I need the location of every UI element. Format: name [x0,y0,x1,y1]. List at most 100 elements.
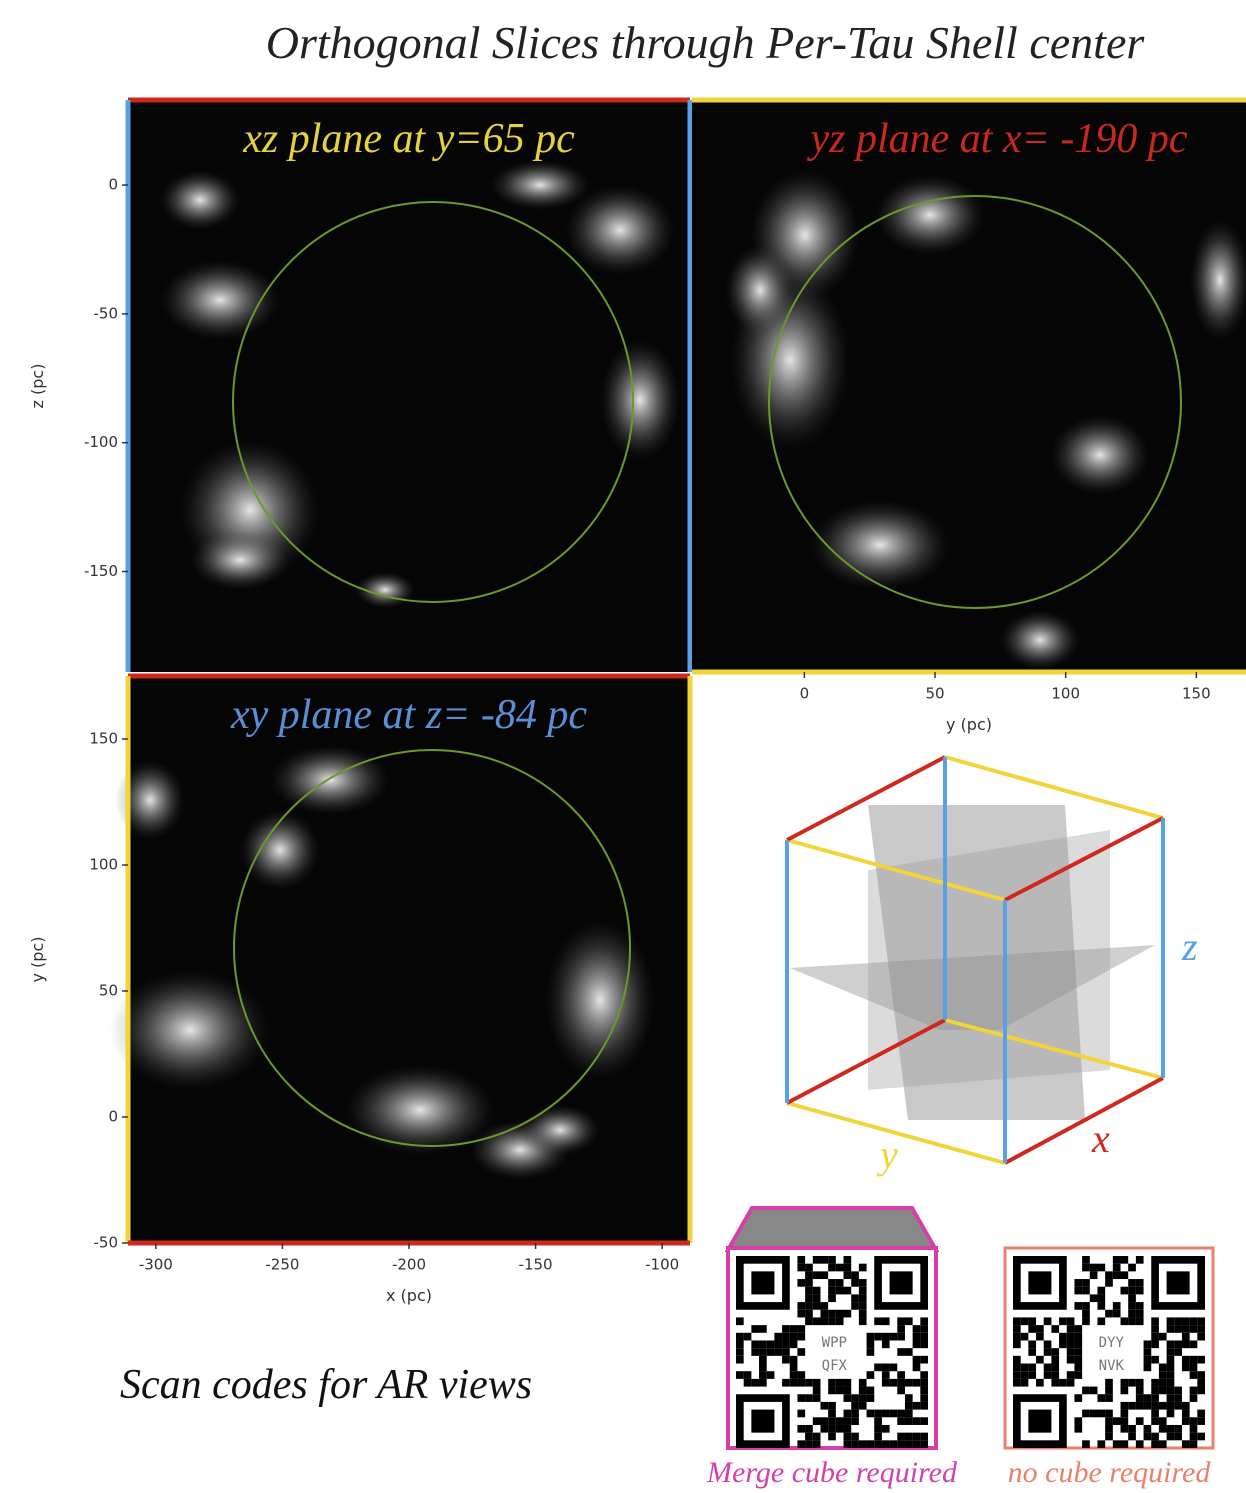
qr-module [1113,1264,1121,1272]
qr-module [851,1394,859,1402]
qr-module [1190,1371,1198,1379]
qr-module [851,1302,859,1310]
qr-module [913,1402,921,1410]
qr-module [1159,1364,1167,1372]
qr-module [1144,1364,1152,1372]
qr-module [851,1410,859,1418]
emission [810,500,950,590]
qr-module [1151,1433,1159,1441]
qr-module [920,1379,928,1387]
qr-module [1144,1402,1152,1410]
qr-module [1128,1317,1136,1325]
qr-module [1197,1417,1205,1425]
qr-module [1074,1287,1082,1295]
cube-label: z [1181,924,1198,969]
qr-module [1190,1356,1198,1364]
qr-module [851,1294,859,1302]
y-tick-label: 50 [99,982,118,1000]
qr-module [1044,1371,1052,1379]
qr-module [905,1402,913,1410]
qr-module [1136,1379,1144,1387]
qr-module [1082,1287,1090,1295]
qr-module [1167,1348,1175,1356]
qr-module [744,1371,752,1379]
qr-module [1113,1310,1121,1318]
qr-module [1190,1394,1198,1402]
qr-module [897,1333,905,1341]
qr-module [1044,1348,1052,1356]
qr-module [782,1340,790,1348]
qr-module [1121,1410,1129,1418]
x-tick-label: 150 [1182,685,1211,703]
qr-finder [890,1271,913,1294]
qr-module [1105,1417,1113,1425]
qr-module [844,1264,852,1272]
qr-module [828,1402,836,1410]
caption: Scan codes for AR views [120,1362,532,1408]
qr-module [1090,1294,1098,1302]
qr-module [836,1417,844,1425]
cube-diagram [787,757,1163,1163]
qr-module [828,1317,836,1325]
qr-module [1128,1264,1136,1272]
qr-module [851,1417,859,1425]
qr-module [828,1279,836,1287]
qr-module [797,1371,805,1379]
qr-module [805,1279,813,1287]
qr-module [1144,1433,1152,1441]
qr-module [1074,1417,1082,1425]
qr-module [1113,1271,1121,1279]
x-tick-label: -150 [519,1256,553,1274]
qr-module [1113,1440,1121,1448]
qr-module [797,1333,805,1341]
x-axis-label: x (pc) [386,1286,432,1305]
qr-module [1074,1348,1082,1356]
qr-module [859,1310,867,1318]
qr-module [882,1425,890,1433]
x-tick-label: 50 [925,685,944,703]
qr-module [867,1387,875,1395]
qr-module [874,1425,882,1433]
qr-module [905,1348,913,1356]
qr-module [882,1317,890,1325]
qr-module [1121,1402,1129,1410]
qr-module [1182,1364,1190,1372]
qr-module [1151,1402,1159,1410]
qr-module [1144,1425,1152,1433]
qr-module [851,1440,859,1448]
qr-module [1097,1410,1105,1418]
qr-module [813,1294,821,1302]
qr-module [813,1440,821,1448]
qr-module [790,1371,798,1379]
qr-module [797,1279,805,1287]
qr-module [828,1410,836,1418]
qr-finder [1167,1271,1190,1294]
qr-module [1167,1425,1175,1433]
emission [110,970,270,1090]
qr-module [1059,1317,1067,1325]
qr-module [805,1264,813,1272]
cube-label: x [1091,1116,1110,1161]
qr-module [1182,1417,1190,1425]
qr-module [813,1302,821,1310]
qr-module [859,1279,867,1287]
qr-module [859,1287,867,1295]
qr-module [882,1440,890,1448]
qr-module [805,1294,813,1302]
qr-module [1074,1356,1082,1364]
qr-module [1182,1340,1190,1348]
qr-module [897,1387,905,1395]
qr-module [890,1410,898,1418]
qr-module [1197,1387,1205,1395]
qr-module [1151,1317,1159,1325]
qr-module [1036,1379,1044,1387]
qr-module [797,1379,805,1387]
qr-module [1190,1440,1198,1448]
qr-module [1182,1356,1190,1364]
qr-module [805,1433,813,1441]
qr-module [1167,1402,1175,1410]
qr-module [1097,1440,1105,1448]
qr-module [1097,1302,1105,1310]
emission [875,175,985,255]
qr-module [1136,1440,1144,1448]
